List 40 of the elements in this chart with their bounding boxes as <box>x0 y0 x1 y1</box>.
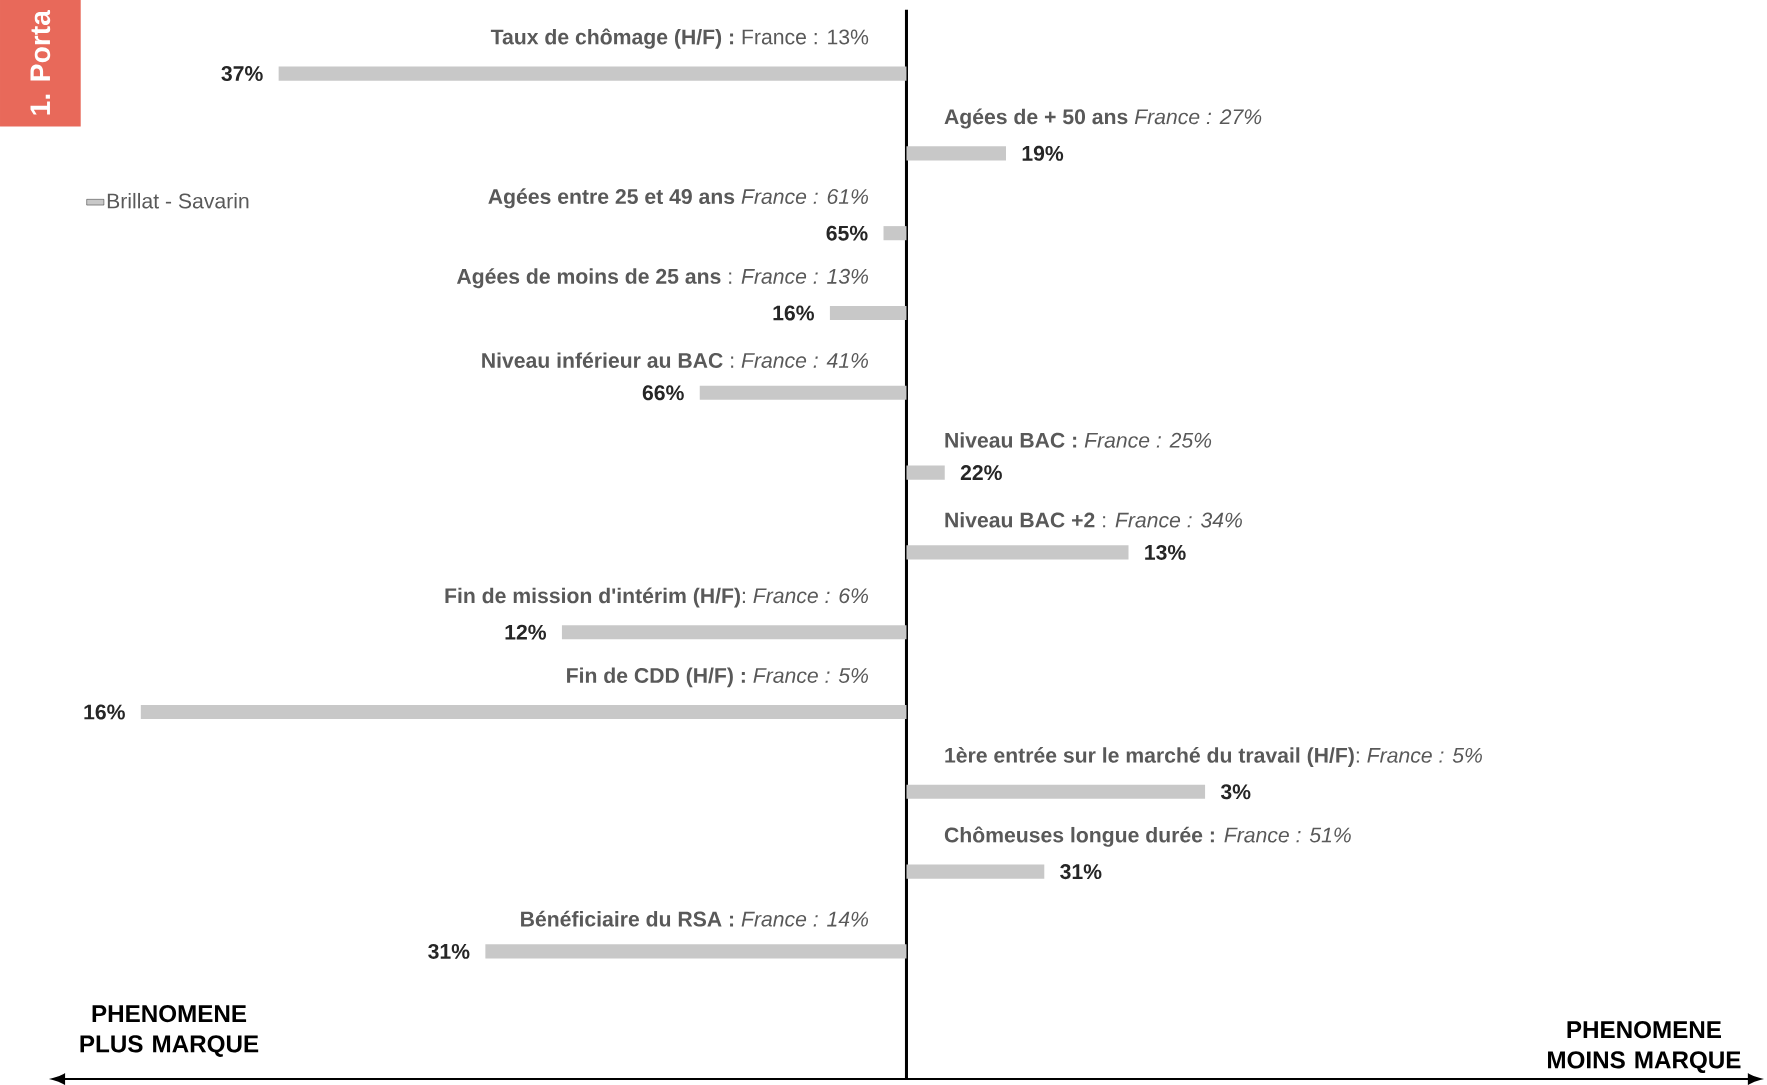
annotation: 16% <box>773 305 814 321</box>
bar <box>906 545 1129 560</box>
bar <box>699 385 907 400</box>
annotation: 3% <box>1220 784 1251 800</box>
annotation: 65% <box>826 225 868 241</box>
text: PHENOMENE MOINS MARQUE <box>1548 1020 1741 1073</box>
y-tick-label: Agées de + 50 ans France : 27% <box>944 108 1262 129</box>
annotation: 66% <box>642 385 684 401</box>
bar <box>278 66 907 81</box>
y-tick-label: Bénéficiaire du RSA : France : 14% <box>521 910 869 927</box>
annotation: 12% <box>505 624 547 640</box>
bar <box>140 704 907 719</box>
y-tick-label: Fin de CDD (H/F) : France : 5% <box>567 667 869 688</box>
bar <box>906 784 1206 799</box>
legend-label: Brillat - Savarin <box>107 192 249 209</box>
annotation: 19% <box>1022 145 1064 161</box>
y-tick-label: Fin de mission d'intérim (H/F): France : 6% <box>445 587 869 608</box>
y-tick-label: Niveau inférieur au BAC : France : 41% <box>482 352 869 368</box>
y-tick-label: Agées entre 25 et 49 ans France : 61% <box>488 188 869 209</box>
bar <box>906 146 1007 161</box>
y-tick-label: Niveau BAC : France : 25% <box>945 432 1212 448</box>
y-tick-label: Taux de chômage (H/F) : France : 13% <box>490 28 869 49</box>
bar <box>561 625 907 640</box>
y-tick-label: Niveau BAC +2 : France : 34% <box>945 511 1242 528</box>
bar <box>906 864 1045 879</box>
annotation: 31% <box>1060 864 1102 880</box>
annotation: 37% <box>221 65 263 81</box>
bar <box>829 305 907 320</box>
annotation: 13% <box>1145 544 1186 560</box>
y-tick-label: Chômeuses longue durée : France : 51% <box>944 826 1351 847</box>
annotation: 31% <box>428 943 470 959</box>
bar <box>883 226 907 241</box>
text: 1. Porta <box>30 9 51 115</box>
annotation: 22% <box>960 465 1002 480</box>
bar <box>906 465 945 480</box>
y-tick-label: 1ère entrée sur le marché du travail (H/F): France : 5% <box>945 746 1482 767</box>
annotation: 16% <box>84 704 125 720</box>
bar <box>485 944 907 959</box>
text: PHENOMENE PLUS MARQUE <box>80 1004 259 1057</box>
y-tick-label: Agées de moins de 25 ans : France : 13% <box>456 268 869 289</box>
